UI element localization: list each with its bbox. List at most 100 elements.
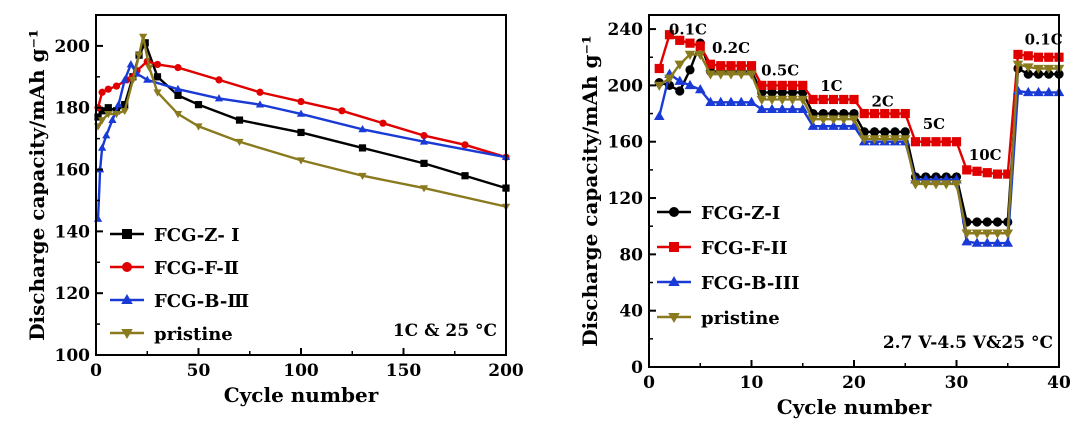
data-point bbox=[972, 217, 982, 227]
data-point bbox=[420, 131, 428, 140]
legend-label: FCG-B-III bbox=[701, 273, 800, 294]
data-point bbox=[296, 109, 306, 117]
data-point bbox=[461, 172, 469, 180]
data-point bbox=[664, 30, 675, 40]
rate-label: 0.2C bbox=[712, 39, 750, 57]
data-point bbox=[235, 116, 244, 124]
data-point bbox=[1013, 49, 1023, 60]
legend-entry: pristine bbox=[110, 324, 233, 345]
data-point bbox=[808, 94, 818, 105]
data-point bbox=[951, 180, 962, 190]
data-point bbox=[798, 80, 808, 90]
data-point bbox=[255, 100, 265, 108]
data-point bbox=[777, 87, 787, 98]
data-point bbox=[173, 84, 183, 93]
series-FCG-B-Ⅲ bbox=[93, 60, 511, 222]
data-point bbox=[102, 131, 111, 139]
data-point bbox=[1043, 64, 1055, 75]
data-point bbox=[992, 217, 1003, 227]
data-point bbox=[112, 82, 121, 90]
data-point bbox=[951, 137, 962, 147]
rate-label: 0.1C bbox=[669, 21, 707, 39]
x-axis-label: Cycle number bbox=[777, 395, 932, 419]
data-point bbox=[756, 103, 768, 114]
legend: FCG-Z-I FCG-F-II FCG-B-III pristine bbox=[657, 203, 800, 329]
data-point bbox=[931, 137, 941, 147]
data-point bbox=[705, 59, 716, 69]
data-point bbox=[134, 52, 144, 60]
chart-panel-2: 0 10 20 30 40 0 40 80 120 160 200 240 Cycle number Di… bbox=[578, 14, 1071, 419]
series-FCG-F-Ⅱ bbox=[94, 57, 510, 161]
data-point bbox=[685, 38, 695, 48]
data-point bbox=[849, 94, 859, 105]
legend: FCG-Z- Ⅰ FCG-F-Ⅱ FCG-B-Ⅲ pristine bbox=[110, 225, 249, 345]
data-point bbox=[153, 73, 162, 81]
data-point bbox=[838, 120, 850, 130]
data-point bbox=[174, 63, 182, 72]
rate-label: 1C bbox=[820, 77, 842, 95]
data-point bbox=[920, 180, 932, 190]
legend-entry: FCG-Z-I bbox=[657, 203, 780, 224]
data-point bbox=[817, 115, 829, 125]
data-point bbox=[358, 125, 367, 133]
legend-entry: FCG-F-II bbox=[657, 238, 788, 259]
data-point bbox=[766, 103, 778, 114]
legend-marker bbox=[122, 262, 132, 272]
data-point bbox=[869, 127, 880, 137]
legend-label: FCG-F-Ⅱ bbox=[154, 258, 239, 279]
data-point bbox=[725, 70, 737, 80]
data-point bbox=[899, 135, 911, 145]
data-point bbox=[174, 91, 182, 99]
data-point bbox=[338, 107, 346, 115]
rate-label: 0.5C bbox=[761, 62, 799, 80]
series-FCG-Z-I bbox=[654, 38, 1064, 227]
data-point bbox=[358, 144, 367, 152]
data-point bbox=[143, 75, 152, 83]
data-point bbox=[235, 138, 244, 147]
data-point bbox=[787, 95, 798, 105]
data-point bbox=[981, 229, 993, 239]
data-point bbox=[358, 172, 367, 181]
data-point bbox=[735, 70, 747, 80]
data-point bbox=[98, 143, 107, 151]
data-point bbox=[1043, 86, 1055, 97]
data-point bbox=[797, 95, 809, 105]
data-point bbox=[98, 107, 106, 115]
data-point bbox=[1002, 237, 1014, 247]
data-point bbox=[296, 157, 306, 165]
series-FCG-F-II bbox=[654, 30, 1064, 179]
data-point bbox=[685, 65, 695, 75]
y-tick-label: 40 bbox=[619, 302, 643, 322]
series-line bbox=[658, 72, 1059, 245]
legend-marker bbox=[669, 242, 679, 252]
x-tick-label: 20 bbox=[842, 373, 866, 393]
data-point bbox=[153, 60, 162, 69]
legend-entry: FCG-Z- Ⅰ bbox=[110, 225, 240, 246]
y-tick-label: 80 bbox=[619, 245, 643, 265]
data-point bbox=[982, 168, 992, 178]
legend-label: pristine bbox=[701, 308, 780, 329]
data-point bbox=[757, 80, 767, 90]
data-point bbox=[379, 119, 387, 127]
data-point bbox=[214, 94, 224, 102]
data-point bbox=[1003, 169, 1013, 179]
y-axis-label: Discharge capacity/mAh g⁻¹ bbox=[25, 29, 49, 341]
condition-annotation: 2.7 V-4.5 V&25 °C bbox=[883, 333, 1053, 353]
data-point bbox=[746, 70, 757, 80]
data-point bbox=[1044, 69, 1054, 79]
data-point bbox=[910, 137, 921, 147]
data-point bbox=[767, 80, 777, 90]
y-tick-label: 160 bbox=[608, 133, 644, 153]
data-point bbox=[145, 64, 154, 72]
legend-marker bbox=[122, 229, 132, 239]
legend-label: FCG-Z-I bbox=[701, 203, 780, 224]
data-point bbox=[726, 61, 736, 71]
x-tick-label: 200 bbox=[488, 361, 524, 381]
data-point bbox=[1023, 51, 1033, 61]
data-point bbox=[777, 80, 787, 90]
series-line bbox=[658, 53, 1059, 235]
data-point bbox=[818, 94, 828, 105]
data-point bbox=[941, 137, 951, 147]
data-point bbox=[98, 117, 107, 125]
data-point bbox=[807, 120, 819, 130]
